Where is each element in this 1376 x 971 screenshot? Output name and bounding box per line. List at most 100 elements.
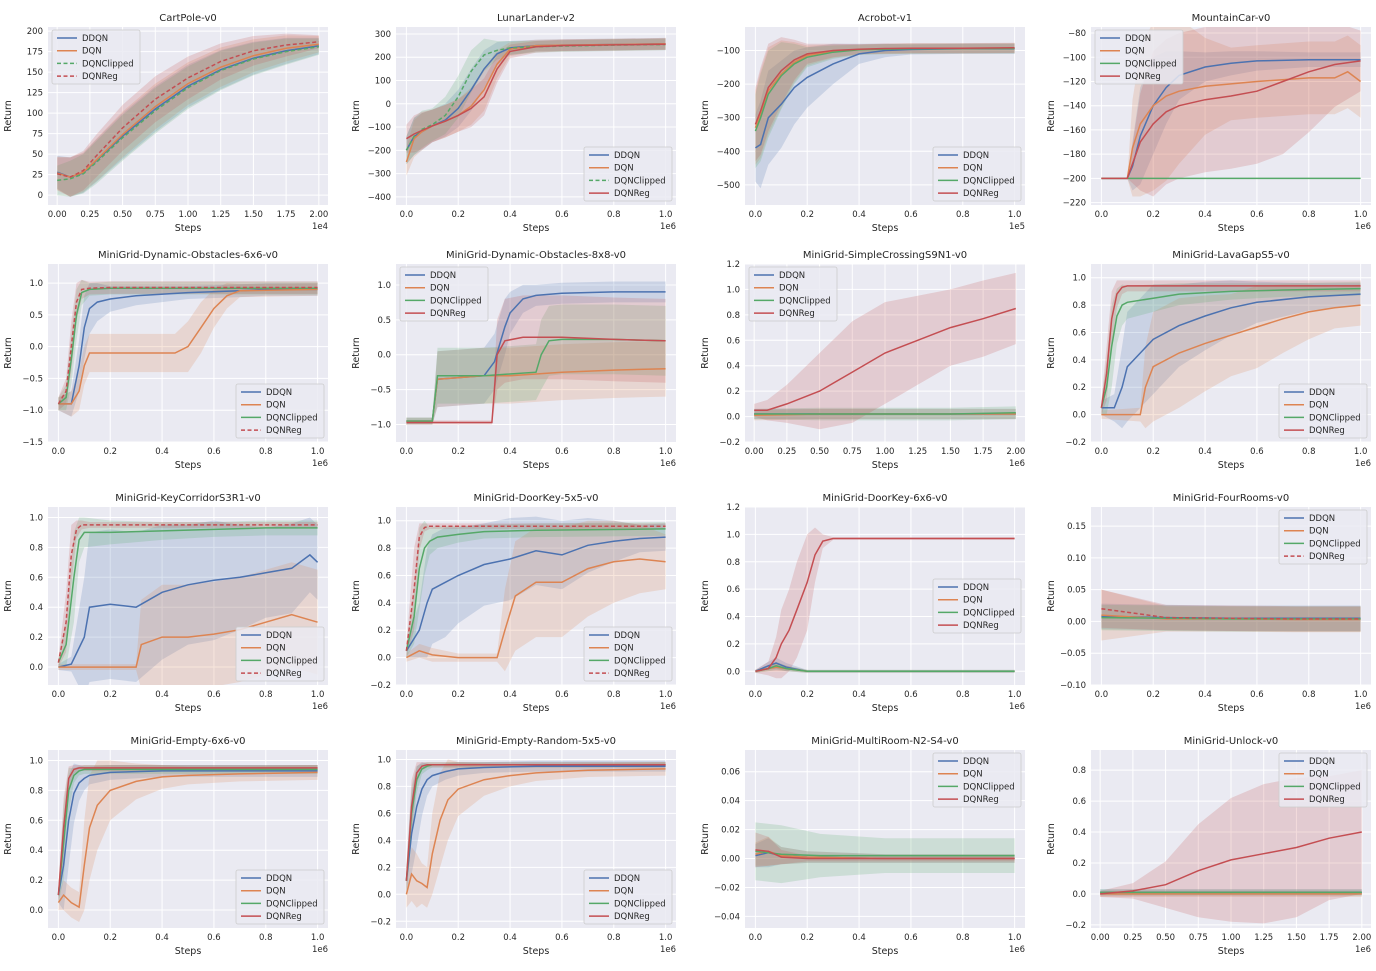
legend: DDQN DQN DQNClipped DQNReg [235,383,325,439]
y-tick-label: 0.5 [29,311,43,321]
legend-label: DDQN [963,151,989,161]
y-tick-label: −0.10 [1060,681,1086,691]
legend-label: DQN [779,284,799,294]
series-line [755,850,1015,857]
y-tick-label: −400 [717,147,740,157]
y-tick-label: −0.5 [22,374,43,384]
chart-panel: 0.0 0.2 0.4 0.6 0.8 1.0 −400 −300 −200 −100 0 100 20… [351,13,676,234]
y-tick-label: −400 [368,193,391,203]
y-tick-label: 0.6 [29,816,43,826]
legend-box [583,626,673,682]
x-tick-label: 0.6 [904,690,918,700]
series-line [754,307,1017,411]
y-tick-label: 0.5 [377,316,391,326]
legend-label: DQN [963,770,983,780]
x-tick-label: 0.8 [259,447,273,457]
chart-title: MiniGrid-Empty-6x6-v0 [130,736,245,747]
y-tick-label: −100 [368,123,391,133]
series-group [57,279,318,417]
x-tick-label: 0.2 [1146,210,1160,220]
legend-label: DQN [1125,47,1145,57]
x-tick-label: 1.0 [1008,933,1022,943]
x-tick-label: 0.8 [956,933,970,943]
x-axis-label: Steps [1218,946,1245,957]
chart-panel: 0.0 0.2 0.4 0.6 0.8 1.0 −0.2 0.0 0.2 0.4 0.6 0.8 1.0… [351,736,676,957]
legend-label: DQNReg [1125,72,1161,82]
y-tick-label: 0.4 [377,599,391,609]
y-tick-label: 0.6 [377,571,391,581]
series-line [405,43,666,151]
y-tick-label: 1.0 [377,281,391,291]
series-line [406,336,666,424]
x-tick-label: 0.00 [48,210,67,220]
y-tick-label: −0.2 [370,681,391,691]
x-tick-label: 0.6 [1250,210,1264,220]
x-tick-label: 1.50 [941,447,960,457]
x-tick-label: 0.6 [904,933,918,943]
x-tick-label: 0.0 [400,447,414,457]
series-line [755,537,1015,673]
series-line [1101,293,1361,409]
legend-label: DQN [614,644,634,654]
y-tick-label: 0.0 [726,667,740,677]
series-band [755,42,1015,169]
y-tick-label: 0.4 [29,603,43,613]
y-tick-label: −300 [368,170,391,180]
x-tick-label: 0.0 [1095,690,1109,700]
legend-box [932,752,1022,808]
legend-label: DDQN [1309,388,1335,398]
x-tick-label: 0.6 [555,447,569,457]
y-tick-label: −1.0 [370,421,391,431]
y-tick-label: 200 [375,53,391,63]
y-tick-label: 0.0 [726,413,740,423]
x-tick-label: 1.0 [1354,210,1368,220]
chart-title: MiniGrid-Unlock-v0 [1184,736,1279,747]
series-band [1101,284,1361,429]
legend-box [932,578,1022,634]
x-offset-label: 1e6 [1009,459,1025,469]
legend-label: DQN [430,284,450,294]
chart-title: MiniGrid-FourRooms-v0 [1173,493,1289,504]
legend-label: DQNClipped [614,176,666,186]
series-band [1101,603,1361,631]
legend-box [1278,752,1368,808]
y-axis-label: Return [700,823,711,855]
series-band [755,527,1015,679]
series-band [754,272,1016,430]
series-group [405,759,666,908]
series-band [1101,589,1361,641]
y-tick-label: 50 [32,150,43,160]
y-axis-label: Return [700,100,711,132]
legend-label: DDQN [614,874,640,884]
series-band [755,663,1015,673]
x-tick-label: 0.8 [1302,690,1316,700]
legend: DDQN DQN DQNClipped DQNReg [932,752,1022,808]
series-band [58,760,318,922]
y-tick-label: −200 [368,146,391,156]
legend-label: DQNClipped [1125,59,1177,69]
x-axis-label: Steps [872,946,899,957]
x-offset-label: 1e6 [660,945,676,955]
legend-label: DDQN [266,388,292,398]
series-line [1101,304,1361,416]
x-tick-label: 0.0 [400,210,414,220]
legend: DDQN DQN DQNClipped DQNReg [399,266,489,322]
y-tick-label: −1.0 [22,406,43,416]
legend-label: DQNReg [430,309,466,319]
x-tick-label: 0.4 [503,690,517,700]
y-tick-label: 0.0 [377,654,391,664]
series-band [58,283,318,417]
series-line [57,41,319,178]
y-tick-label: −80 [1068,29,1086,39]
y-tick-label: −160 [1063,126,1086,136]
x-tick-label: 0.00 [745,447,764,457]
series-band [406,516,666,658]
series-line [754,47,1015,125]
x-axis-label: Steps [523,223,550,234]
chart-title: MiniGrid-SimpleCrossingS9N1-v0 [803,250,967,261]
legend-label: DQN [614,164,634,174]
x-tick-label: 1.0 [1354,690,1368,700]
y-tick-label: 0.2 [377,626,391,636]
legend-label: DQN [1309,401,1329,411]
x-tick-label: 0.4 [503,447,517,457]
